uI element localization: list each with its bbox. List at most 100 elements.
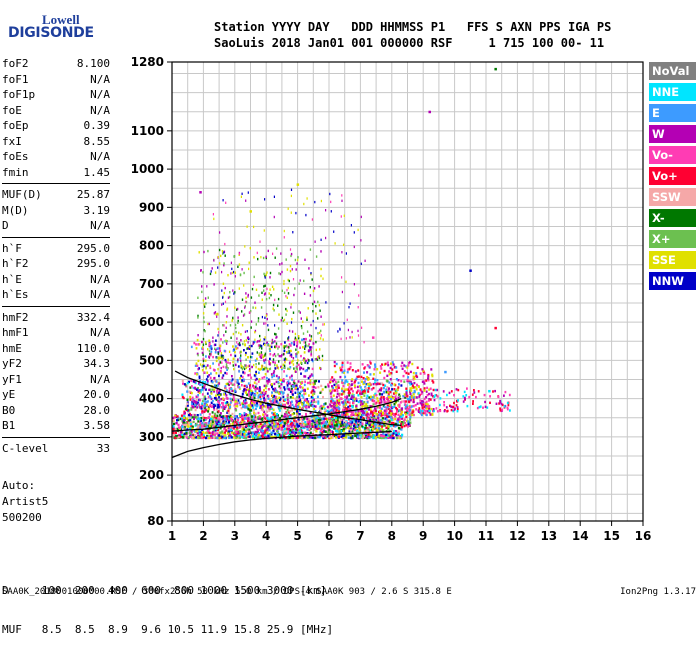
echo-point — [278, 403, 280, 406]
echo-point — [421, 380, 424, 383]
echo-point — [190, 408, 193, 411]
echo-point — [224, 436, 227, 439]
echo-point — [287, 367, 289, 370]
echo-point — [292, 396, 294, 399]
echo-point — [281, 417, 284, 420]
echo-point — [312, 425, 315, 428]
echo-point — [367, 377, 370, 381]
echo-point — [193, 417, 195, 420]
echo-point — [369, 418, 372, 422]
echo-point — [381, 363, 383, 366]
echo-point — [287, 380, 290, 383]
echo-point — [174, 431, 177, 434]
echo-point — [226, 368, 228, 371]
echo-point — [265, 255, 267, 258]
echo-point — [326, 435, 329, 438]
echo-point — [359, 392, 362, 395]
param-name: D — [2, 219, 9, 232]
echo-point — [244, 245, 246, 248]
echo-point — [225, 397, 228, 400]
legend-item-vo: Vo- — [649, 146, 696, 164]
param-row: yF2 34.3 — [2, 356, 110, 372]
echo-point — [298, 436, 301, 439]
echo-point — [386, 386, 389, 389]
echo-point — [205, 402, 207, 405]
echo-point — [418, 407, 421, 410]
echo-point — [406, 366, 409, 369]
echo-point — [271, 383, 273, 386]
echo-point — [203, 416, 206, 420]
echo-point — [281, 420, 284, 424]
echo-point — [262, 432, 265, 436]
echo-point — [202, 347, 204, 351]
echo-point — [200, 425, 203, 428]
echo-point — [237, 418, 240, 422]
echo-point — [213, 418, 216, 421]
echo-point — [373, 427, 376, 430]
echo-point — [384, 362, 387, 366]
echo-point — [313, 417, 316, 421]
echo-point — [360, 396, 363, 399]
echo-point — [380, 389, 382, 392]
echo-point — [453, 401, 455, 405]
echo-point — [264, 412, 267, 416]
echo-point — [254, 401, 256, 404]
x-tick-label: 4 — [262, 529, 270, 543]
echo-point — [189, 435, 192, 438]
echo-point — [266, 416, 269, 420]
echo-point — [276, 413, 278, 416]
echo-point — [270, 435, 273, 438]
echo-point — [224, 385, 227, 388]
echo-point — [394, 432, 398, 435]
echo-point — [223, 398, 226, 401]
echo-point — [315, 379, 318, 383]
echo-point — [320, 238, 322, 241]
echo-point — [283, 279, 285, 283]
echo-point — [391, 412, 394, 415]
echo-point — [295, 353, 298, 356]
echo-point — [272, 408, 275, 411]
echo-point — [195, 362, 198, 365]
echo-point — [291, 374, 293, 377]
echo-point — [312, 342, 315, 345]
echo-point — [351, 421, 354, 424]
echo-point — [250, 409, 253, 412]
echo-point — [369, 362, 372, 365]
echo-point — [241, 268, 243, 271]
echo-point — [368, 436, 371, 439]
echo-point — [249, 373, 251, 377]
echo-point — [403, 370, 406, 373]
echo-point — [295, 348, 297, 351]
echo-point — [300, 354, 302, 358]
echo-point — [291, 268, 293, 271]
echo-point — [309, 286, 311, 289]
echo-point — [348, 367, 351, 371]
echo-point — [275, 344, 278, 348]
echo-point — [268, 360, 270, 363]
echo-point — [296, 382, 298, 386]
echo-point — [245, 199, 247, 202]
echo-point — [353, 428, 356, 432]
echo-point — [427, 375, 430, 378]
echo-point — [343, 214, 345, 217]
echo-point-isolated — [296, 183, 300, 186]
echo-point — [412, 410, 415, 413]
echo-point — [351, 412, 354, 416]
echo-point — [174, 428, 177, 431]
echo-point — [389, 378, 392, 381]
echo-point — [471, 393, 474, 396]
echo-point — [343, 390, 346, 393]
lowell-digisonde-logo: Lowell DIGISONDE — [6, 12, 126, 48]
echo-point — [295, 384, 298, 387]
param-value: 8.55 — [83, 134, 111, 148]
echo-point — [296, 352, 298, 355]
echo-point — [182, 382, 184, 385]
echo-point — [439, 409, 442, 413]
echo-point — [412, 404, 415, 408]
echo-point — [397, 432, 400, 435]
param-name: M(D) — [2, 203, 29, 217]
echo-point — [384, 435, 387, 438]
echo-point — [314, 409, 317, 413]
echo-point — [319, 418, 322, 421]
echo-point — [243, 313, 246, 316]
